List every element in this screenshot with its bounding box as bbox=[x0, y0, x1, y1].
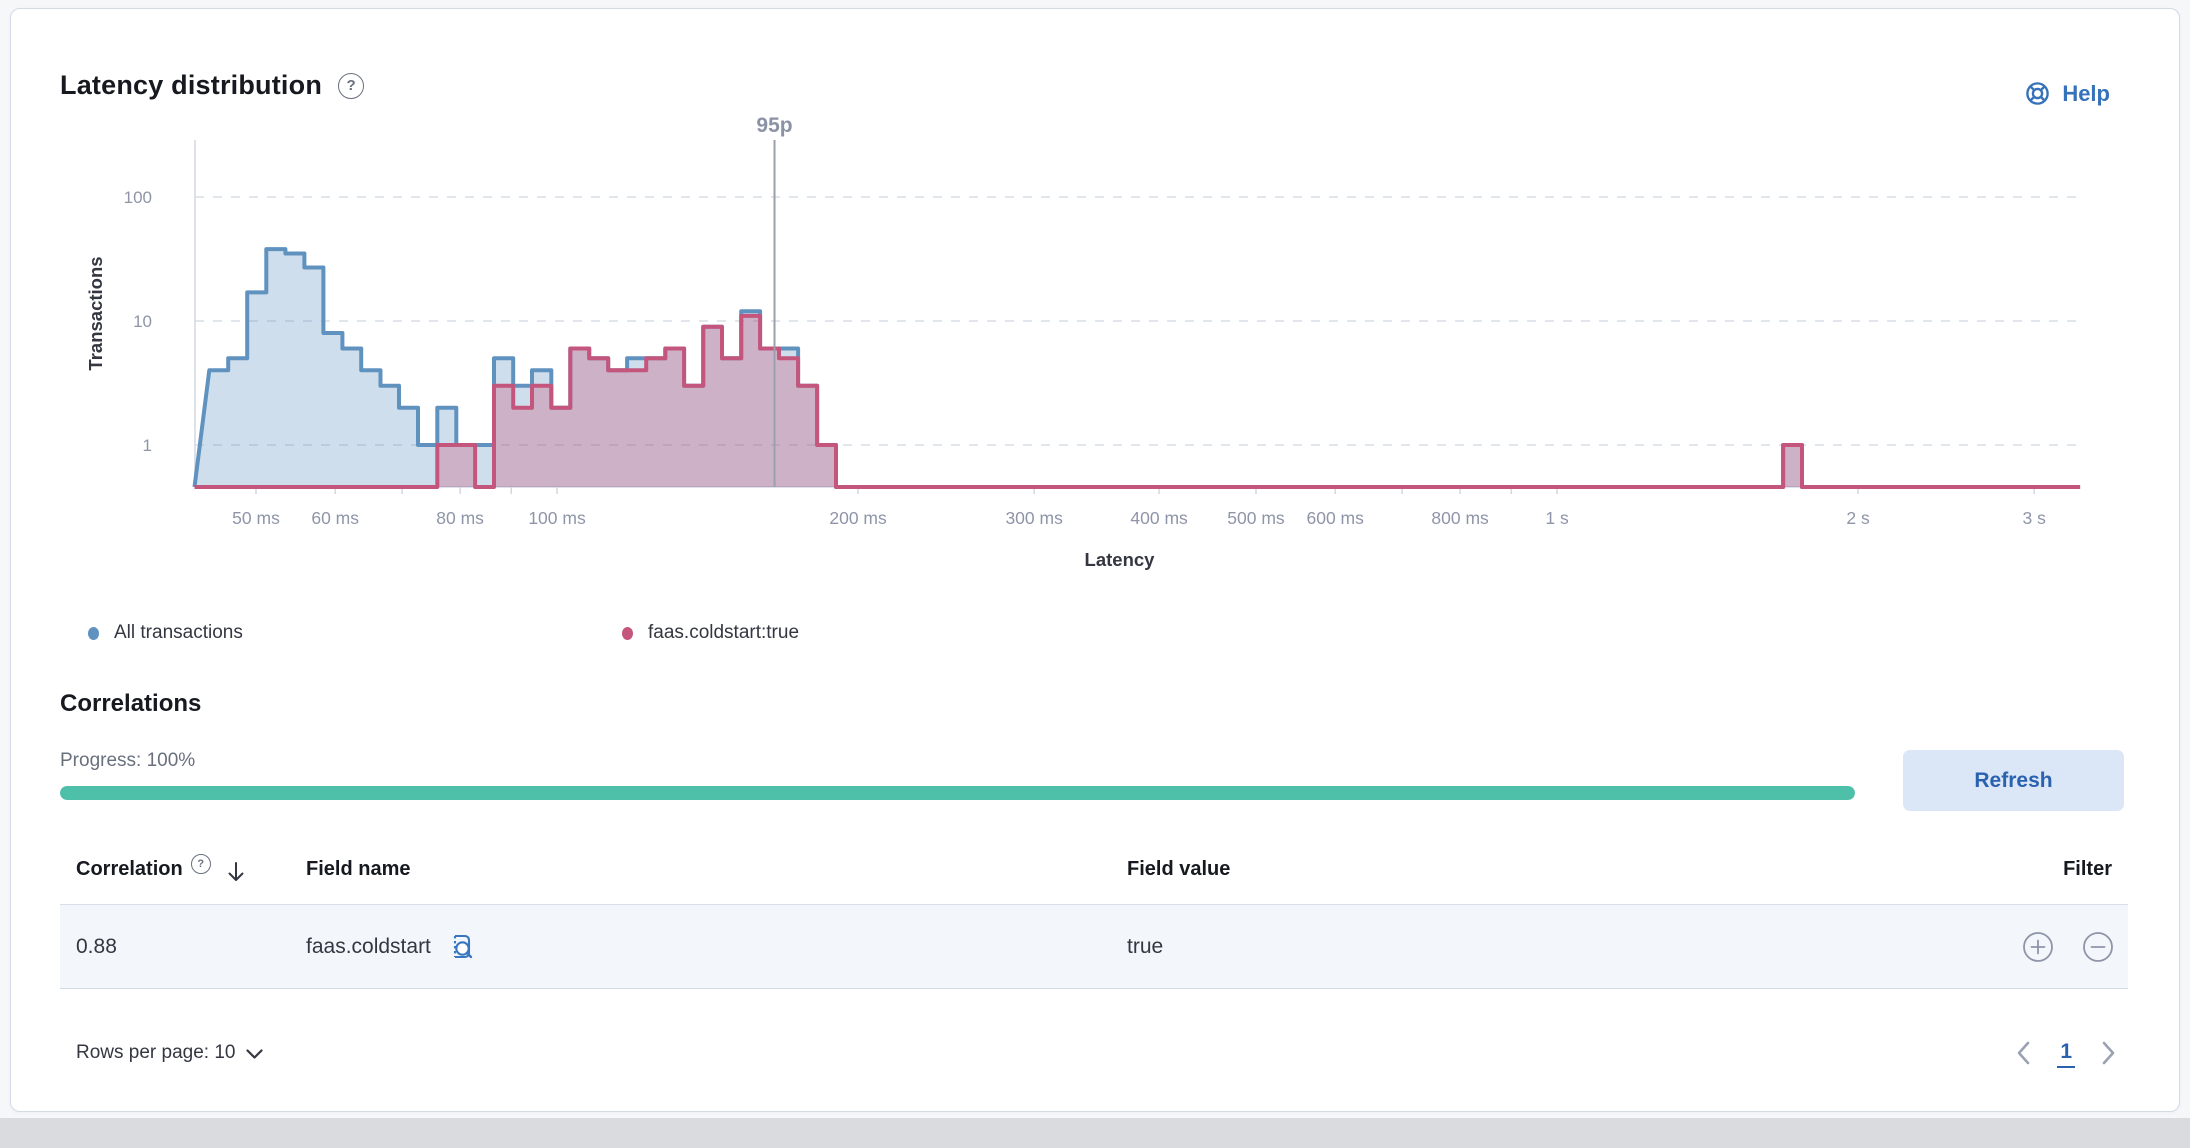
legend-label-all: All transactions bbox=[114, 622, 243, 643]
cell-filter-actions bbox=[2022, 905, 2114, 988]
rows-per-page-selector[interactable]: Rows per page: 10 bbox=[76, 1042, 263, 1064]
svg-text:60 ms: 60 ms bbox=[311, 508, 359, 528]
svg-text:500 ms: 500 ms bbox=[1227, 508, 1285, 528]
column-header-correlation[interactable]: Correlation ? bbox=[76, 854, 247, 890]
svg-text:Transactions: Transactions bbox=[85, 256, 106, 370]
svg-text:800 ms: 800 ms bbox=[1431, 508, 1489, 528]
progress-bar bbox=[60, 786, 1855, 800]
pagination: 1 bbox=[2016, 1038, 2116, 1068]
filter-out-icon[interactable] bbox=[2082, 931, 2114, 963]
correlations-table-header: Correlation ? Field name Field value Fil… bbox=[60, 852, 2128, 904]
svg-text:200 ms: 200 ms bbox=[829, 508, 887, 528]
svg-text:Latency: Latency bbox=[1085, 549, 1156, 570]
svg-text:1 s: 1 s bbox=[1545, 508, 1569, 528]
cell-field-name: faas.coldstart bbox=[306, 905, 476, 988]
svg-text:1: 1 bbox=[143, 436, 152, 455]
svg-text:600 ms: 600 ms bbox=[1306, 508, 1364, 528]
svg-text:100 ms: 100 ms bbox=[528, 508, 586, 528]
legend-label-coldstart: faas.coldstart:true bbox=[648, 622, 800, 643]
title-help-icon[interactable]: ? bbox=[338, 72, 365, 99]
svg-text:400 ms: 400 ms bbox=[1130, 508, 1188, 528]
life-ring-icon bbox=[2024, 80, 2051, 107]
correlation-header-label: Correlation bbox=[76, 858, 183, 880]
table-footer: Rows per page: 10 1 bbox=[60, 1030, 2128, 1086]
svg-text:95p: 95p bbox=[756, 114, 792, 137]
filter-in-icon[interactable] bbox=[2022, 931, 2054, 963]
chevron-down-icon bbox=[245, 1049, 263, 1060]
svg-text:3 s: 3 s bbox=[2022, 508, 2046, 528]
svg-text:2 s: 2 s bbox=[1846, 508, 1870, 528]
sort-descending-icon bbox=[225, 860, 247, 890]
help-label: Help bbox=[2062, 80, 2110, 106]
next-page-icon[interactable] bbox=[2101, 1040, 2116, 1066]
progress-bar-fill bbox=[60, 786, 1855, 800]
field-name-text: faas.coldstart bbox=[306, 934, 431, 958]
legend-dot-coldstart bbox=[622, 626, 633, 640]
column-header-field-name: Field name bbox=[306, 858, 411, 880]
panel-header: Latency distribution ? bbox=[60, 70, 365, 101]
help-link[interactable]: Help bbox=[2024, 80, 2110, 107]
previous-page-icon[interactable] bbox=[2016, 1040, 2031, 1066]
chart-legend: All transactions faas.coldstart:true bbox=[0, 622, 2190, 652]
legend-item-all-transactions[interactable]: All transactions bbox=[88, 622, 243, 644]
correlations-heading: Correlations bbox=[60, 690, 202, 717]
progress-label: Progress: 100% bbox=[60, 750, 196, 771]
rows-per-page-label: Rows per page: 10 bbox=[76, 1042, 236, 1063]
svg-text:100: 100 bbox=[124, 188, 152, 207]
refresh-button[interactable]: Refresh bbox=[1903, 750, 2124, 811]
page-number-1[interactable]: 1 bbox=[2057, 1038, 2075, 1068]
column-header-field-value: Field value bbox=[1127, 858, 1231, 880]
correlation-help-icon[interactable]: ? bbox=[190, 854, 211, 874]
legend-item-coldstart[interactable]: faas.coldstart:true bbox=[622, 622, 799, 644]
svg-text:50 ms: 50 ms bbox=[232, 508, 280, 528]
svg-text:10: 10 bbox=[133, 312, 152, 331]
column-header-filter: Filter bbox=[2063, 858, 2112, 880]
field-statistics-icon[interactable] bbox=[445, 931, 476, 962]
svg-text:80 ms: 80 ms bbox=[436, 508, 484, 528]
page-bottom-strip bbox=[0, 1118, 2190, 1148]
svg-text:300 ms: 300 ms bbox=[1005, 508, 1063, 528]
cell-field-value: true bbox=[1127, 934, 1164, 958]
cell-correlation: 0.88 bbox=[76, 934, 117, 958]
page-title: Latency distribution bbox=[60, 70, 323, 100]
table-row[interactable]: 0.88 faas.coldstart true bbox=[60, 904, 2128, 989]
legend-dot-all bbox=[88, 626, 99, 640]
latency-distribution-chart[interactable]: 1 10 100 50 ms 60 ms 80 ms 100 ms 200 ms 300 ms 4… bbox=[0, 0, 2190, 600]
